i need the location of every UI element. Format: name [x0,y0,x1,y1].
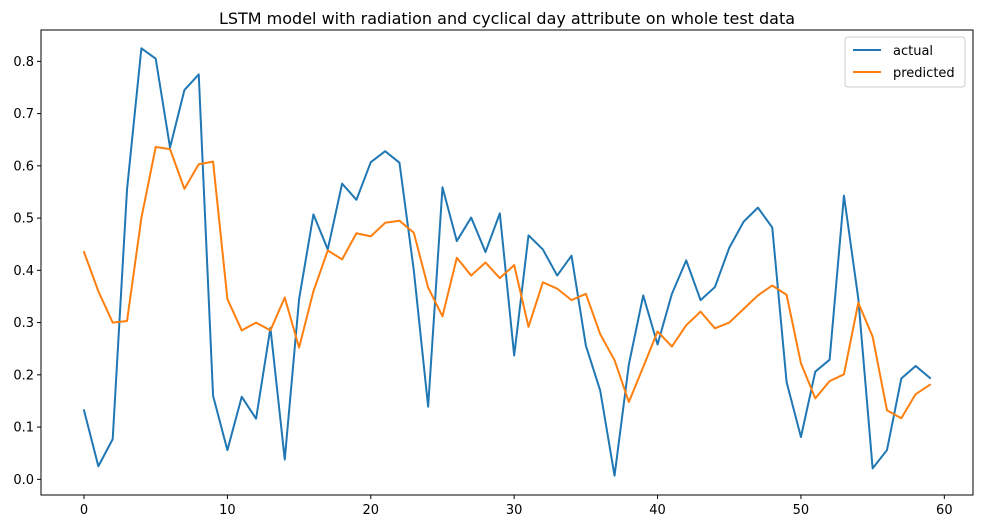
y-tick-label: 0.4 [13,264,34,279]
y-tick-label: 0.8 [13,55,34,70]
y-tick-label: 0.0 [13,473,34,488]
x-tick-label: 20 [363,503,380,518]
x-tick-label: 30 [506,503,523,518]
x-axis: 0 10 20 30 40 50 60 [80,495,953,518]
series-line-predicted [82,146,932,420]
legend: actual predicted [844,36,966,88]
legend-label-predicted: predicted [893,66,955,81]
x-tick-label: 50 [793,503,810,518]
x-tick-label: 0 [80,503,88,518]
plot-area [41,30,973,495]
y-tick-label: 0.6 [13,159,34,174]
x-tick-label: 10 [219,503,236,518]
y-axis: 0.0 0.1 0.2 0.3 0.4 0.5 0.6 0.7 0.8 [13,55,41,488]
x-tick-label: 60 [936,503,953,518]
series-layer [82,47,932,477]
y-tick-label: 0.2 [13,368,34,383]
legend-label-actual: actual [893,44,933,59]
chart-title: LSTM model with radiation and cyclical d… [219,9,795,28]
plot-frame [40,29,974,496]
y-tick-label: 0.7 [13,107,34,122]
y-tick-label: 0.5 [13,212,34,227]
x-tick-label: 40 [649,503,666,518]
y-tick-label: 0.3 [13,316,34,331]
y-tick-label: 0.1 [13,421,34,436]
series-line-actual [82,47,932,477]
